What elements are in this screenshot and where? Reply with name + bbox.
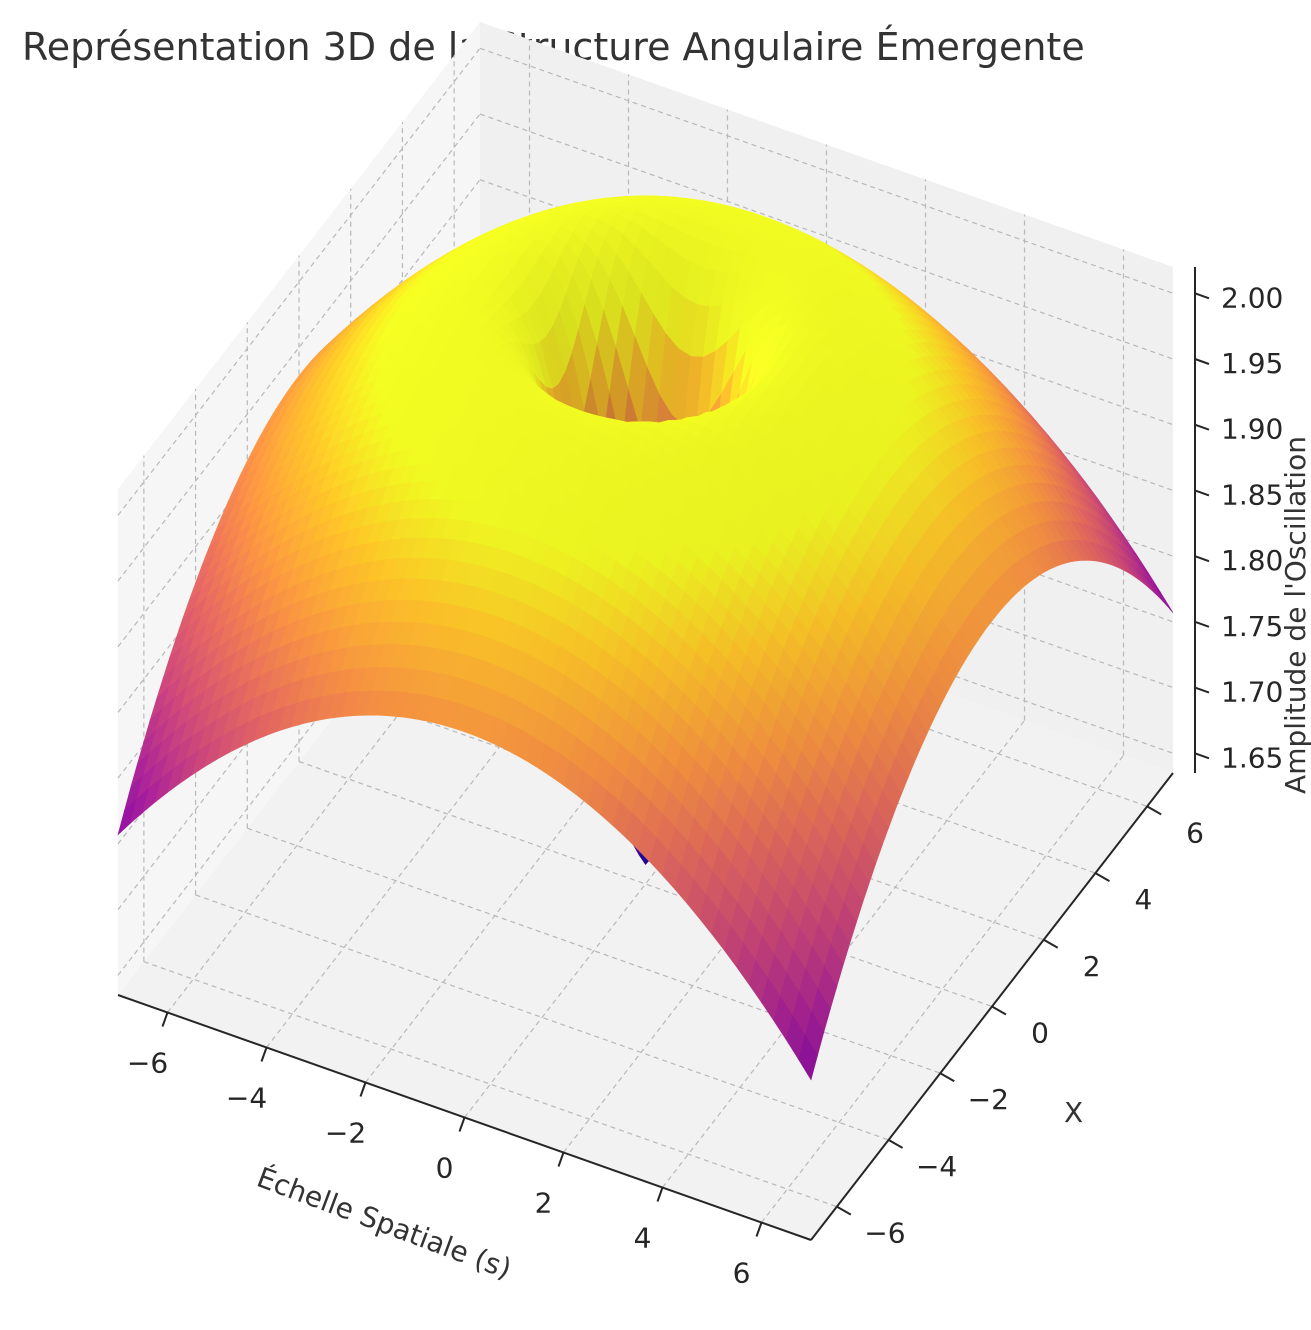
x-tick-label: 4 bbox=[634, 1222, 652, 1255]
z-tick-mark bbox=[1194, 686, 1210, 694]
floor-grid-y bbox=[143, 961, 838, 1208]
y-axis-label: X bbox=[1064, 1096, 1083, 1129]
z-tick-mark bbox=[1194, 620, 1210, 628]
back-grid-z bbox=[479, 113, 1174, 360]
floor-grid-y bbox=[402, 627, 1096, 874]
back-grid-z bbox=[479, 179, 1174, 426]
floor-grid-y bbox=[453, 560, 1148, 807]
surface-mesh bbox=[117, 195, 1174, 1081]
y-tick-mark bbox=[939, 1072, 955, 1083]
floor-grid-y bbox=[195, 894, 889, 1141]
z-tick-label: 1.80 bbox=[1221, 544, 1283, 577]
y-tick-mark bbox=[888, 1139, 904, 1149]
tick-labels: −6 −4 −2 0 2 4 6 −6 −4 −2 0 2 4 6 1.65 1.70 1.75 1.80 1.85… bbox=[127, 281, 1283, 1289]
z-tick-label: 1.85 bbox=[1221, 478, 1283, 511]
x-tick-label: 6 bbox=[733, 1257, 751, 1290]
x-tick-mark bbox=[458, 1117, 466, 1132]
y-tick-label: −6 bbox=[864, 1217, 905, 1250]
y-tick-label: −2 bbox=[968, 1083, 1009, 1116]
z-tick-label: 1.65 bbox=[1221, 741, 1283, 774]
z-tick-label: 1.90 bbox=[1221, 413, 1283, 446]
z-tick-label: 1.95 bbox=[1221, 347, 1283, 380]
back-grid-z bbox=[479, 507, 1174, 754]
floor-grid-y bbox=[298, 760, 993, 1008]
z-tick-mark bbox=[1194, 292, 1210, 300]
y-tick-label: 0 bbox=[1031, 1017, 1049, 1050]
x-tick-mark bbox=[755, 1222, 763, 1237]
z-tick-mark bbox=[1194, 423, 1210, 431]
y-tick-label: −4 bbox=[916, 1150, 957, 1183]
x-tick-label: 0 bbox=[436, 1152, 454, 1185]
surface-patch bbox=[798, 1034, 818, 1081]
z-tick-label: 2.00 bbox=[1221, 281, 1283, 314]
x-tick-mark bbox=[359, 1082, 367, 1097]
y-tick-label: 4 bbox=[1134, 883, 1152, 916]
z-tick-mark bbox=[1194, 752, 1210, 760]
x-tick-mark bbox=[161, 1012, 169, 1027]
axis-lines bbox=[117, 267, 1210, 1241]
x-tick-mark bbox=[557, 1152, 565, 1167]
y-tick-mark bbox=[1146, 805, 1162, 816]
back-grid-z bbox=[479, 47, 1174, 294]
x-tick-label: −4 bbox=[226, 1082, 267, 1115]
y-tick-mark bbox=[1043, 938, 1059, 949]
y-tick-mark bbox=[991, 1005, 1007, 1016]
y-tick-label: 2 bbox=[1083, 950, 1101, 983]
floor-grid-y bbox=[350, 694, 1044, 941]
x-tick-mark bbox=[260, 1047, 268, 1062]
z-tick-mark bbox=[1194, 489, 1210, 497]
z-axis-label: Amplitude de l'Oscillation bbox=[1279, 436, 1311, 794]
y-tick-mark bbox=[836, 1205, 852, 1216]
x-tick-label: 2 bbox=[535, 1187, 553, 1220]
floor-grid-y bbox=[247, 827, 941, 1074]
z-tick-label: 1.70 bbox=[1221, 676, 1283, 709]
x-tick-label: −2 bbox=[325, 1117, 366, 1150]
back-grid-z bbox=[479, 442, 1174, 689]
x-axis-label: Échelle Spatiale (s) bbox=[253, 1160, 517, 1286]
z-tick-label: 1.75 bbox=[1221, 610, 1283, 643]
z-tick-mark bbox=[1194, 555, 1210, 563]
x-tick-mark bbox=[656, 1187, 664, 1202]
z-tick-mark bbox=[1194, 358, 1210, 365]
back-grid-z bbox=[479, 376, 1174, 623]
y-tick-mark bbox=[1094, 872, 1110, 882]
y-tick-label: 6 bbox=[1186, 816, 1204, 849]
x-tick-label: −6 bbox=[127, 1047, 168, 1080]
